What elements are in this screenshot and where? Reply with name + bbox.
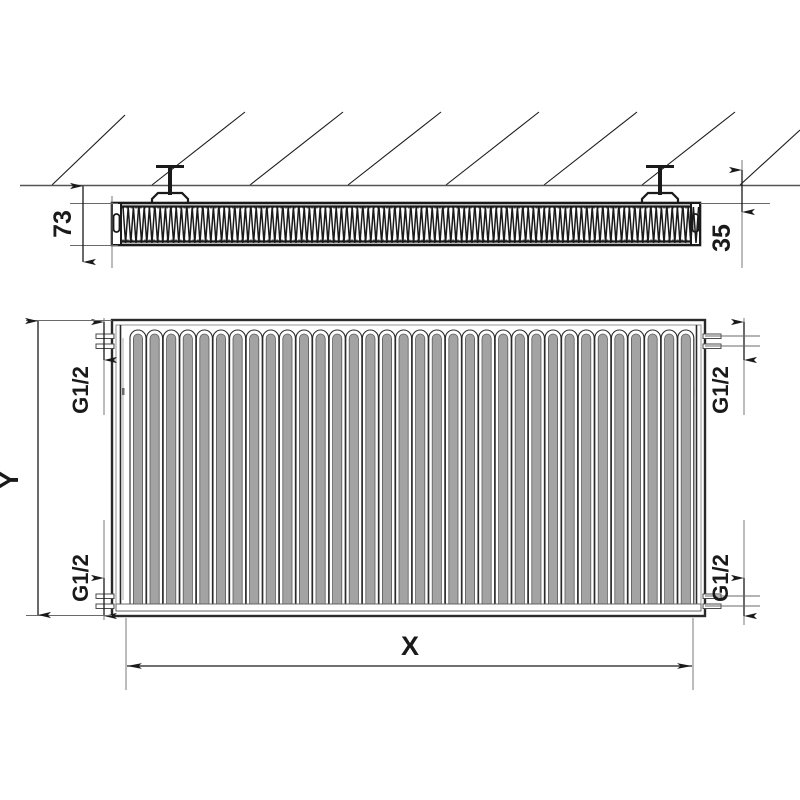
- depth-dimension-label: 73: [49, 210, 77, 238]
- front-fin-group: [129, 329, 695, 611]
- height-dimension-label: Y: [0, 471, 24, 489]
- height-dimension-Y: Y: [0, 317, 112, 619]
- connection-label-top-left-group: G1/2: [68, 318, 117, 415]
- front-elevation-view: G1/2 G1/2 G1/2 G1/2: [0, 317, 760, 690]
- depth-dimension-73: 73: [49, 182, 118, 268]
- connection-label-bottom-left: G1/2: [68, 554, 93, 602]
- width-dimension-X: X: [125, 618, 694, 690]
- connection-label-bottom-right: G1/2: [708, 554, 733, 602]
- connection-label-top-right: G1/2: [708, 366, 733, 414]
- connection-label-top-right-group: G1/2: [705, 318, 760, 415]
- bottom-collector-band: [115, 603, 702, 612]
- wall-hatch-group: [51, 111, 800, 186]
- width-dimension-label: X: [401, 631, 419, 661]
- connection-label-bottom-left-group: G1/2: [68, 520, 117, 620]
- wall-gap-dimension-35: 35: [700, 160, 770, 268]
- panel-left-mark: [122, 388, 125, 395]
- section-port-left: [112, 213, 121, 233]
- connection-label-bottom-right-group: G1/2: [705, 520, 760, 625]
- connection-label-top-left: G1/2: [68, 366, 93, 414]
- top-section-view: 73 35: [20, 111, 800, 268]
- wall-gap-dimension-label: 35: [708, 224, 736, 252]
